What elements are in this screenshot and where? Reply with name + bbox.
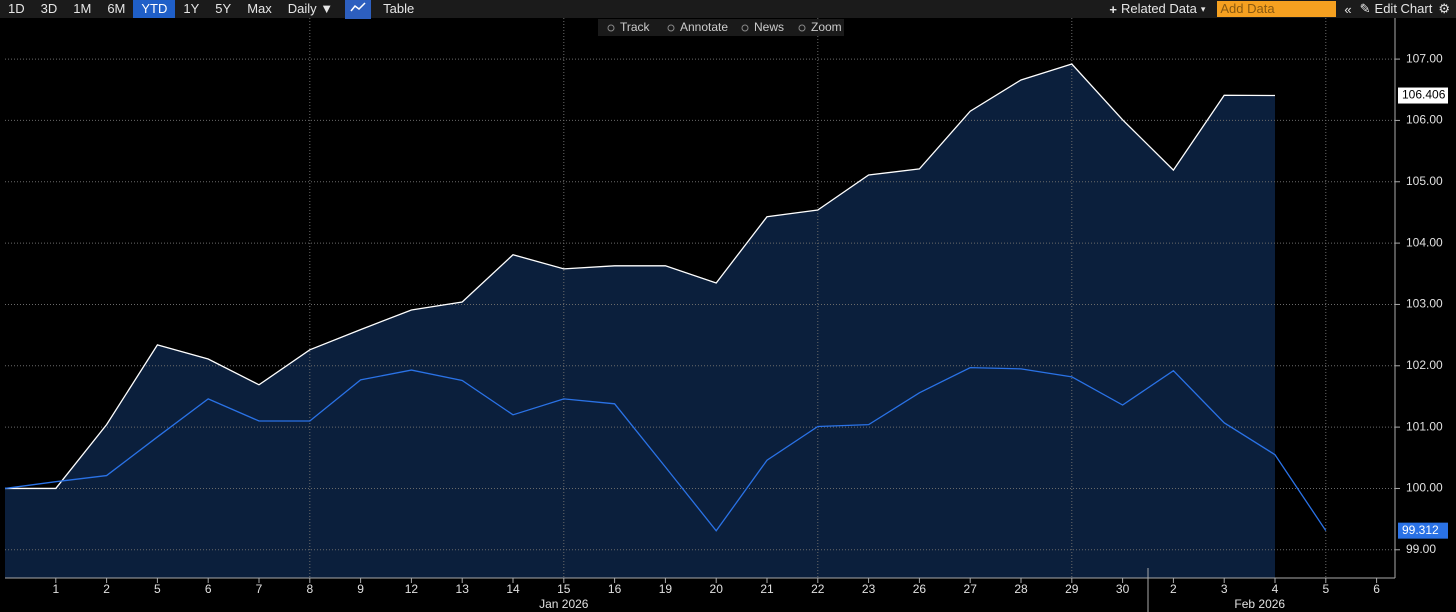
line: [4, 366, 1327, 532]
x-tick-label: 4: [1272, 582, 1279, 596]
x-tick-label: 5: [154, 582, 161, 596]
chart-type-button[interactable]: [345, 0, 372, 19]
tool-button[interactable]: Zoom: [811, 20, 842, 34]
range-button[interactable]: 6M: [107, 1, 126, 16]
toolbar: 1D 3D 1M 6M YTD 1Y 5Y Max Daily ▼ Table + Relat…: [0, 0, 1456, 19]
x-tick-label: 6: [1373, 582, 1380, 596]
table-button[interactable]: Table: [383, 1, 415, 16]
tool-icon: [798, 24, 806, 32]
x-tick-label: 9: [357, 582, 364, 596]
last-value-label: 106.406: [1402, 88, 1446, 102]
x-tick-label: 12: [405, 582, 419, 596]
chart: 99.00 100.00 101.00 102.00 103.00 104.00 105.0…: [4, 18, 1448, 612]
tool-button[interactable]: Annotate: [680, 20, 728, 34]
range-button[interactable]: Max: [247, 1, 272, 16]
x-tick-label: 22: [811, 582, 825, 596]
x-tick-label: 14: [506, 582, 520, 596]
tool-icon: [667, 24, 675, 32]
tools: Track Annotate News Zoom: [598, 19, 844, 36]
x-tick-label: 3: [1221, 582, 1228, 596]
x-tick-label: 7: [256, 582, 263, 596]
toolbar-right: + Related Data ▾ Add Data «✎ Edit Chart …: [1109, 1, 1450, 17]
x-tick-label: 2: [103, 582, 110, 596]
y-tick-label: 99.00: [1406, 542, 1436, 556]
y-tick-label: 102.00: [1406, 358, 1443, 372]
range-button[interactable]: YTD: [133, 0, 176, 18]
area: [5, 64, 1275, 578]
y-tick-label: 107.00: [1406, 51, 1443, 65]
y-tick-label: 105.00: [1406, 174, 1443, 188]
x-tick-label: 29: [1065, 582, 1079, 596]
range-button[interactable]: 1M: [73, 1, 92, 16]
y-tick-label: 100.00: [1406, 481, 1443, 495]
x-tick-label: 13: [456, 582, 470, 596]
y-tick-label: 101.00: [1406, 419, 1443, 433]
y-tick-label: 103.00: [1406, 297, 1443, 311]
x-tick-label: 27: [964, 582, 978, 596]
x-tick-label: 28: [1014, 582, 1028, 596]
x-tick-label: 5: [1322, 582, 1329, 596]
x-tick-label: 15: [557, 582, 571, 596]
tool-button[interactable]: News: [754, 20, 784, 34]
x-tick-label: 8: [306, 582, 313, 596]
tool-button[interactable]: Track: [620, 20, 651, 34]
add-data-input[interactable]: Add Data: [1217, 1, 1337, 17]
y-tick-label: 104.00: [1406, 235, 1443, 249]
x-tick-label: 19: [659, 582, 673, 596]
x-tick-label: 26: [913, 582, 927, 596]
x-tick-label: 6: [205, 582, 212, 596]
tools-bg: [598, 19, 844, 36]
x-tick-label: 23: [862, 582, 876, 596]
last-value-box: [1398, 87, 1448, 104]
x-tick-label: 2: [1170, 582, 1177, 596]
range-button[interactable]: 1D: [8, 1, 25, 16]
month-label: Feb 2026: [1234, 597, 1285, 611]
x-tick-label: 1: [52, 582, 59, 596]
frequency-button[interactable]: Daily ▼: [287, 1, 334, 16]
line-icon: [350, 1, 366, 11]
edit-chart-button[interactable]: Edit Chart: [1374, 1, 1433, 16]
last-value-box: [1398, 522, 1448, 539]
x-tick-label: 16: [608, 582, 622, 596]
line: [5, 63, 1276, 490]
range-button[interactable]: 1Y: [183, 1, 200, 16]
month-label: Jan 2026: [539, 597, 589, 611]
range-button[interactable]: 3D: [40, 1, 58, 16]
x-tick-label: 20: [710, 582, 724, 596]
tool-icon: [607, 24, 615, 32]
range-button[interactable]: 5Y: [215, 1, 232, 16]
range-buttons: 1D 3D 1M 6M YTD 1Y 5Y Max: [0, 0, 280, 18]
x-tick-label: 21: [760, 582, 774, 596]
tool-icon: [741, 24, 749, 32]
y-tick-label: 106.00: [1406, 113, 1443, 127]
related-data-button[interactable]: Related Data: [1120, 1, 1197, 16]
last-value-label: 99.312: [1402, 523, 1439, 537]
x-tick-label: 30: [1116, 582, 1130, 596]
